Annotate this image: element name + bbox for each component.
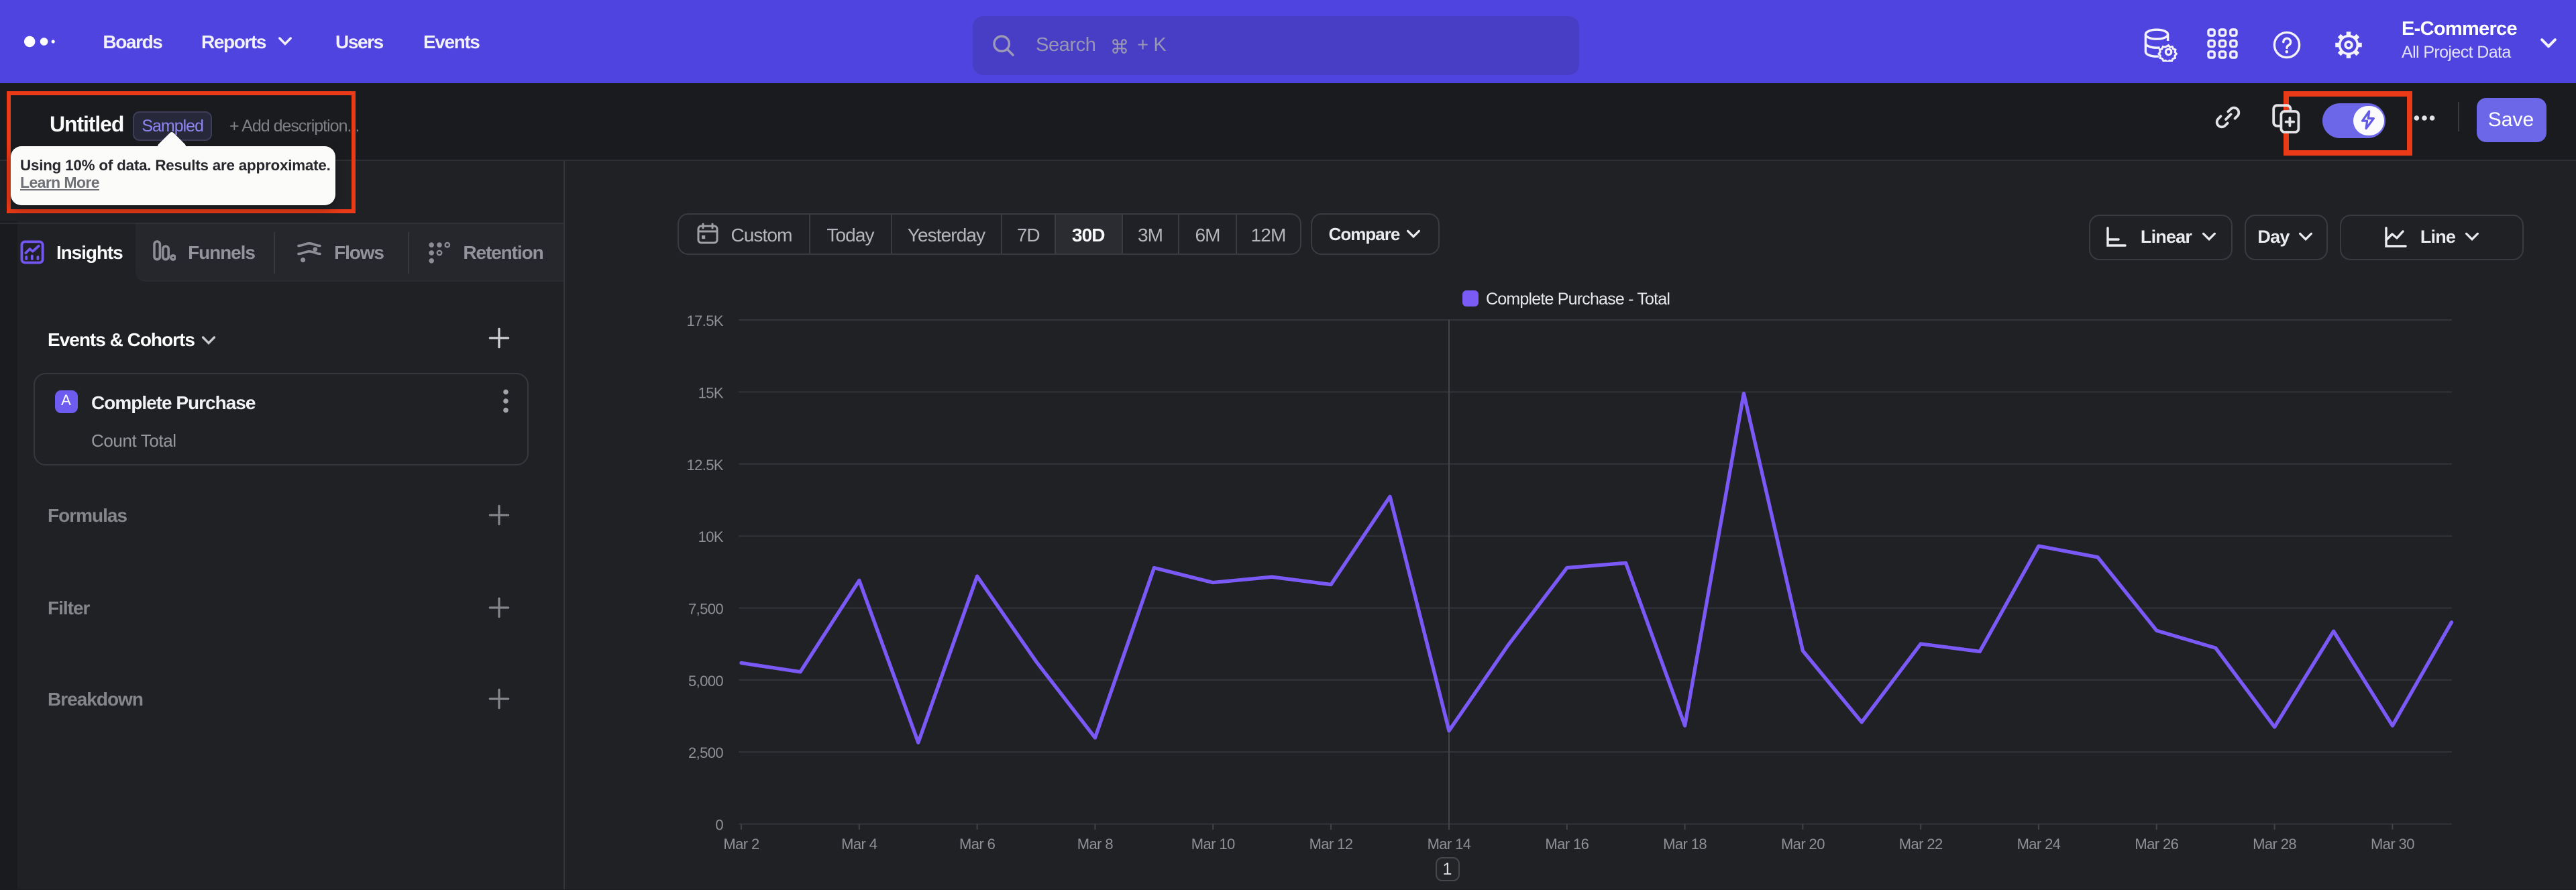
svg-text:7,500: 7,500 [688,601,723,618]
svg-text:15K: 15K [698,384,724,401]
svg-text:5,000: 5,000 [688,673,723,689]
svg-text:12.5K: 12.5K [687,457,724,474]
svg-text:Mar 22: Mar 22 [1899,836,1943,852]
svg-text:17.5K: 17.5K [687,313,724,329]
svg-text:Mar 12: Mar 12 [1309,836,1353,852]
svg-text:Mar 26: Mar 26 [2135,836,2178,852]
svg-text:Mar 2: Mar 2 [723,836,759,852]
svg-text:Mar 4: Mar 4 [841,836,877,852]
svg-text:Complete Purchase - Total: Complete Purchase - Total [1486,290,1670,309]
svg-text:Mar 18: Mar 18 [1663,836,1707,852]
svg-text:Mar 8: Mar 8 [1077,836,1114,852]
svg-text:Mar 30: Mar 30 [2371,836,2414,852]
svg-text:Mar 10: Mar 10 [1191,836,1235,852]
svg-text:Mar 20: Mar 20 [1781,836,1825,852]
svg-text:Mar 16: Mar 16 [1545,836,1589,852]
svg-text:Mar 24: Mar 24 [2017,836,2061,852]
svg-text:10K: 10K [698,529,724,545]
svg-text:Mar 6: Mar 6 [959,836,996,852]
svg-text:0: 0 [715,817,723,834]
svg-text:2,500: 2,500 [688,744,723,761]
svg-text:Mar 14: Mar 14 [1428,836,1471,852]
svg-text:Mar 28: Mar 28 [2253,836,2296,852]
